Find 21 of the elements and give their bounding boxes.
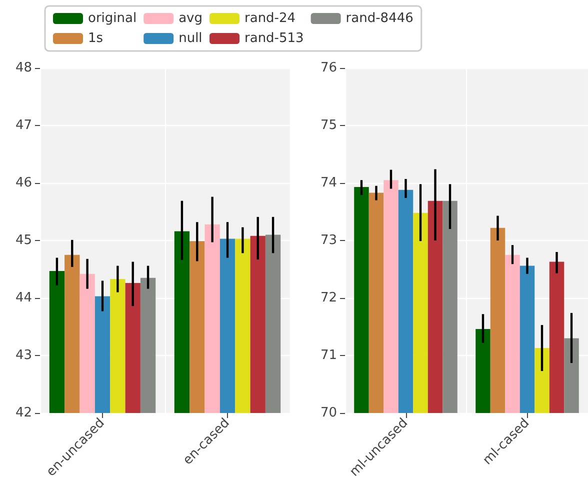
legend-label: 1s bbox=[88, 31, 104, 46]
y-tick-label: 45 bbox=[15, 233, 32, 248]
y-tick-label: 43 bbox=[15, 348, 32, 363]
legend-label: rand-24 bbox=[244, 11, 296, 26]
y-tick-label: 75 bbox=[320, 118, 337, 133]
y-tick-label: 42 bbox=[15, 406, 32, 420]
legend-label: original bbox=[88, 11, 137, 26]
y-tick-label: 48 bbox=[15, 60, 32, 76]
y-tick-label: 73 bbox=[320, 233, 337, 248]
legend-label: rand-513 bbox=[244, 31, 304, 46]
y-tick-label: 46 bbox=[15, 176, 32, 190]
legend-label: null bbox=[178, 31, 202, 46]
legend-label: rand-8446 bbox=[346, 11, 414, 26]
y-tick-label: 76 bbox=[320, 60, 337, 76]
legend-label: avg bbox=[178, 11, 203, 26]
y-tick-label: 74 bbox=[320, 176, 337, 190]
y-tick-label: 47 bbox=[15, 118, 32, 133]
y-tick-label: 72 bbox=[320, 290, 337, 306]
y-tick-label: 70 bbox=[320, 406, 337, 420]
y-tick-label: 44 bbox=[15, 290, 32, 306]
y-tick-label: 71 bbox=[320, 348, 337, 363]
